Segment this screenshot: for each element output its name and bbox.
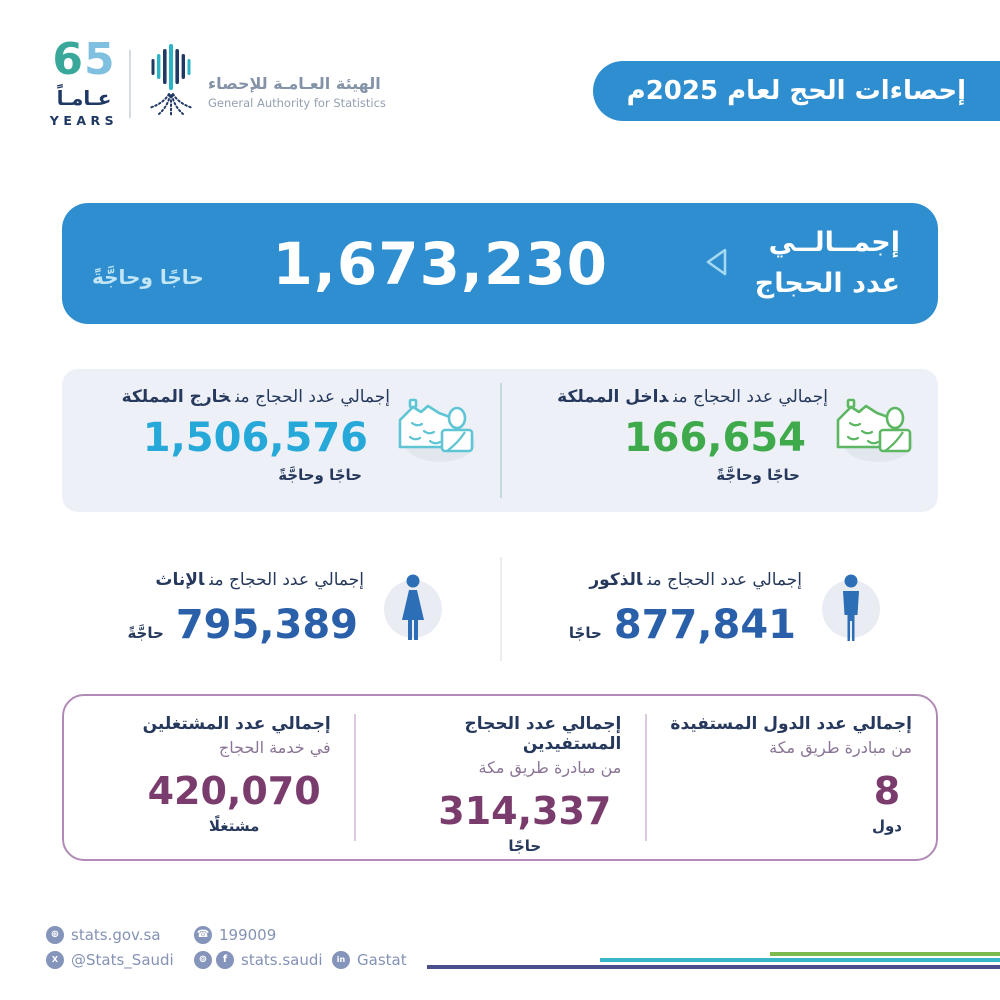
- countries-value: 8: [873, 769, 901, 813]
- anniversary-65-logo: 65 عـامـاً YEARS: [42, 38, 126, 129]
- beneficiary-pilgrims-subtitle: من مبادرة طريق مكة: [478, 758, 622, 777]
- countries-title: إجمالي عدد الدول المستفيدة: [670, 714, 912, 734]
- authority-name-block: الهيئة العـامـة للإحصاء General Authorit…: [208, 74, 386, 110]
- decorative-line-purple: [427, 965, 1000, 969]
- total-pilgrims-value: 1,673,230: [272, 229, 609, 298]
- linkedin-link[interactable]: in Gastat: [332, 951, 407, 969]
- beneficiary-pilgrims-unit: حاجًا: [508, 837, 542, 855]
- female-icon: [384, 574, 442, 640]
- origin-row: إجمالي عدد الحجاج منداخل المملكة 166,654…: [62, 369, 938, 512]
- countries-column: إجمالي عدد الدول المستفيدة من مبادرة طري…: [645, 696, 936, 859]
- digit-6: 6: [52, 34, 84, 85]
- outside-kingdom-card: إجمالي عدد الحجاج منخارج المملكة 1,506,5…: [62, 369, 500, 512]
- header-divider: [129, 50, 131, 118]
- x-twitter-icon: X: [46, 951, 64, 969]
- phone-contact[interactable]: ☎ 199009: [194, 926, 276, 944]
- beneficiary-pilgrims-value: 314,337: [438, 789, 612, 833]
- social-handle-text: stats.saudi: [241, 951, 323, 969]
- makkah-route-card: إجمالي عدد الدول المستفيدة من مبادرة طري…: [62, 694, 938, 861]
- workers-title: إجمالي عدد المشتغلين: [142, 714, 331, 734]
- total-pilgrims-unit: حاجًا وحاجَّةً: [92, 264, 204, 289]
- globe-icon: ⊕: [46, 926, 64, 944]
- inside-kingdom-card: إجمالي عدد الحجاج منداخل المملكة 166,654…: [500, 369, 938, 512]
- instagram-icon: ⊚: [194, 951, 212, 969]
- linkedin-handle-text: Gastat: [357, 951, 407, 969]
- total-pilgrims-banner: إجمــالــي عدد الحجاج 1,673,230 حاجًا وح…: [62, 203, 938, 324]
- anniversary-arabic-label: عـامـاً: [56, 86, 112, 110]
- males-value: 877,841: [613, 602, 796, 648]
- outside-kingdom-unit: حاجًا وحاجَّةً: [278, 466, 362, 484]
- x-handle-text: @Stats_Saudi: [71, 951, 174, 969]
- females-card: إجمالي عدد الحجاج منالإناث 795,389 حاجَّ…: [62, 549, 500, 669]
- total-label-line1: إجمــالــي: [768, 227, 900, 258]
- workers-subtitle: في خدمة الحجاج: [218, 738, 331, 757]
- males-card: إجمالي عدد الحجاج منالذكور 877,841 حاجًا: [500, 549, 938, 669]
- females-title: إجمالي عدد الحجاج منالإناث: [155, 570, 364, 590]
- females-unit: حاجَّةً: [127, 624, 164, 642]
- digit-5: 5: [84, 34, 116, 85]
- origin-row-divider: [500, 383, 502, 498]
- mountain-pilgrim-icon: [390, 383, 482, 504]
- anniversary-number: 65: [42, 38, 126, 82]
- workers-value: 420,070: [147, 769, 321, 813]
- report-title: إحصاءات الحج لعام 2025م: [626, 76, 966, 106]
- website-link[interactable]: ⊕ stats.gov.sa: [46, 926, 194, 944]
- phone-icon: ☎: [194, 926, 212, 944]
- inside-kingdom-value: 166,654: [623, 415, 806, 461]
- linkedin-icon: in: [332, 951, 350, 969]
- facebook-icon: f: [216, 951, 234, 969]
- beneficiary-pilgrims-title: إجمالي عدد الحجاج المستفيدين: [464, 714, 622, 754]
- male-icon: [822, 574, 880, 641]
- mountain-pilgrim-icon: [828, 383, 920, 504]
- gender-row-divider: [500, 557, 502, 661]
- total-label-line2: عدد الحجاج: [754, 267, 900, 299]
- workers-column: إجمالي عدد المشتغلين في خدمة الحجاج 420,…: [64, 696, 355, 859]
- females-value: 795,389: [175, 602, 358, 648]
- gastat-palm-logo-icon: [140, 42, 202, 126]
- outside-kingdom-title: إجمالي عدد الحجاج منخارج المملكة: [121, 387, 390, 407]
- route-card-divider-2: [644, 714, 647, 841]
- total-pilgrims-label: إجمــالــي عدد الحجاج: [755, 223, 900, 304]
- inside-kingdom-title: إجمالي عدد الحجاج منداخل المملكة: [557, 387, 828, 407]
- inside-kingdom-unit: حاجًا وحاجَّةً: [716, 466, 800, 484]
- website-text: stats.gov.sa: [71, 926, 161, 944]
- authority-name-english: General Authority for Statistics: [208, 96, 386, 110]
- workers-unit: مشتغلًا: [208, 817, 260, 835]
- decorative-line-green: [770, 952, 1000, 956]
- countries-subtitle: من مبادرة طريق مكة: [769, 738, 912, 757]
- outside-kingdom-value: 1,506,576: [142, 415, 368, 461]
- authority-name-arabic: الهيئة العـامـة للإحصاء: [208, 74, 381, 93]
- footer-contacts-row1: ⊕ stats.gov.sa ☎ 199009: [46, 926, 276, 944]
- social-links[interactable]: ⊚ f stats.saudi: [194, 951, 332, 969]
- footer-contacts-row2: X @Stats_Saudi ⊚ f stats.saudi in Gastat: [46, 951, 407, 969]
- phone-text: 199009: [219, 926, 277, 944]
- report-title-banner: إحصاءات الحج لعام 2025م: [592, 61, 1000, 121]
- x-twitter-link[interactable]: X @Stats_Saudi: [46, 951, 194, 969]
- males-unit: حاجًا: [568, 624, 602, 642]
- countries-unit: دول: [871, 817, 902, 835]
- left-triangle-icon: [703, 245, 729, 283]
- route-card-divider-1: [354, 714, 357, 841]
- anniversary-english-label: YEARS: [49, 113, 119, 128]
- decorative-line-teal: [600, 958, 1000, 962]
- gender-row: إجمالي عدد الحجاج منالذكور 877,841 حاجًا…: [62, 549, 938, 669]
- males-title: إجمالي عدد الحجاج منالذكور: [589, 570, 802, 590]
- beneficiary-pilgrims-column: إجمالي عدد الحجاج المستفيدين من مبادرة ط…: [355, 696, 646, 859]
